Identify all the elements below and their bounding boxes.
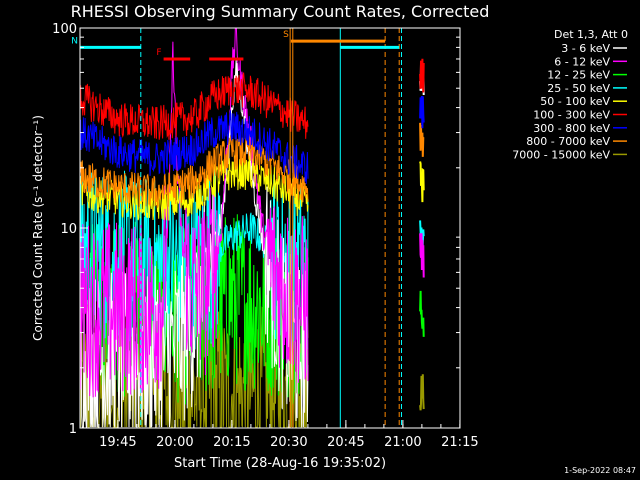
plot-frame — [79, 27, 461, 429]
x-tick-label-6: 21:15 — [441, 435, 478, 450]
series-line-7 — [80, 134, 309, 208]
y-tick-label-1: 10 — [60, 222, 77, 237]
annotation-label-1: F — [156, 48, 161, 58]
series-late-segment-2 — [419, 290, 425, 337]
footer-timestamp: 1-Sep-2022 08:47 — [564, 466, 636, 475]
legend-label-2: 12 - 25 keV — [547, 69, 610, 82]
legend-label-4: 50 - 100 keV — [540, 95, 610, 108]
plot-area — [80, 28, 425, 428]
x-tick-label-1: 20:00 — [156, 435, 193, 450]
series-late-segment-7 — [419, 122, 425, 157]
legend-label-0: 3 - 6 keV — [561, 42, 610, 55]
x-tick-label-2: 20:15 — [213, 435, 250, 450]
series-late-segment-6 — [419, 95, 425, 129]
legend-label-1: 6 - 12 keV — [554, 55, 610, 68]
y-tick-label-0: 1 — [69, 422, 77, 437]
series-late-segment-8 — [419, 374, 425, 411]
legend-label-3: 25 - 50 keV — [547, 82, 610, 95]
series-late-segment-1 — [419, 233, 425, 278]
y-axis: 1 10 100 — [52, 22, 460, 437]
legend-label-7: 800 - 7000 keV — [526, 135, 610, 148]
x-tick-label-5: 21:00 — [384, 435, 421, 450]
x-tick-label-3: 20:30 — [270, 435, 307, 450]
x-axis-label: Start Time (28-Aug-16 19:35:02) — [174, 456, 386, 471]
annotation-label-3: S — [283, 30, 289, 40]
series-line-1 — [80, 28, 309, 398]
x-axis: 19:45 20:00 20:15 20:30 20:45 21:00 21:15 — [98, 420, 479, 450]
legend-label-5: 100 - 300 keV — [533, 109, 610, 122]
x-tick-label-0: 19:45 — [99, 435, 136, 450]
series-late-segment-5 — [419, 58, 425, 93]
annotation-label-0: N — [71, 36, 78, 46]
y-axis-label: Corrected Count Rate (s⁻¹ detector⁻¹) — [31, 115, 45, 341]
series-line-6 — [80, 110, 309, 185]
y-tick-label-2: 100 — [52, 22, 77, 37]
legend-label-8: 7000 - 15000 keV — [512, 148, 610, 161]
series-late-segment-4 — [419, 161, 425, 203]
series-line-5 — [80, 72, 309, 140]
x-tick-label-4: 20:45 — [327, 435, 364, 450]
chart-title: RHESSI Observing Summary Count Rates, Co… — [71, 2, 490, 21]
legend-header: Det 1,3, Att 0 — [554, 28, 628, 41]
legend-label-6: 300 - 800 keV — [533, 122, 610, 135]
